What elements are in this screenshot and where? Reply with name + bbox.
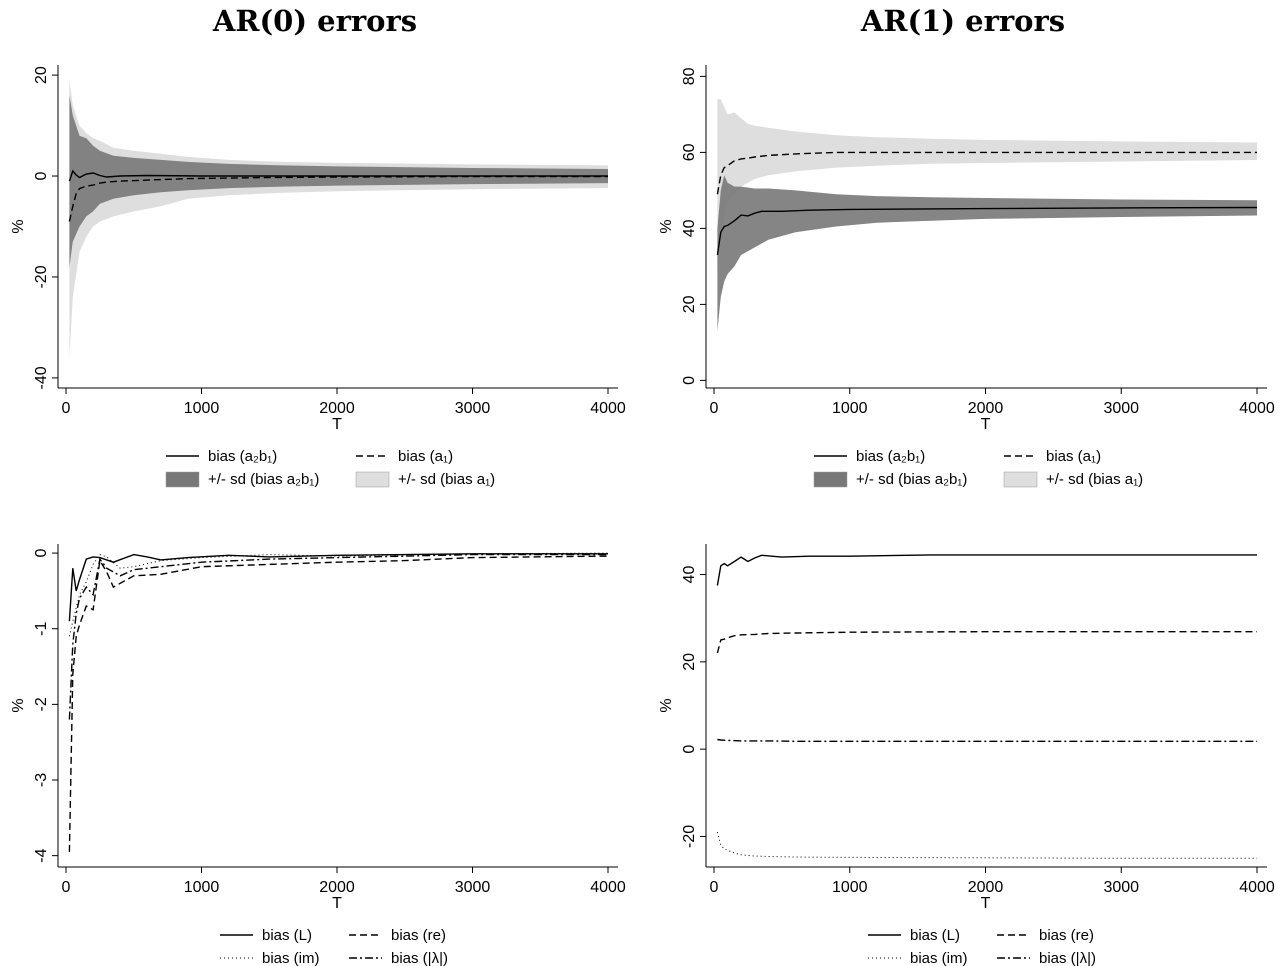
chart-panel-ar0_eigen: 0 1000 2000 3000 4000-4-3-2-10T%bias (L) bias…: [10, 544, 626, 966]
legend-label: bias (|λ|): [1039, 950, 1096, 966]
x-tick-label: 4000: [590, 879, 626, 896]
band-area-0: [717, 99, 1257, 274]
y-tick-label: -3: [33, 773, 50, 787]
legend-label: bias (L): [910, 927, 960, 944]
x-tick-label: 4000: [1239, 879, 1275, 896]
y-axis-title: %: [658, 698, 675, 712]
x-tick-label: 3000: [455, 879, 491, 896]
legend: bias (L) bias (re) bias (im) bias (|λ|): [868, 927, 1096, 966]
legend-label: bias (L): [262, 927, 312, 944]
x-tick-label: 1000: [184, 400, 220, 417]
legend-label: bias (a₁): [398, 448, 453, 465]
chart-title-ar1: AR(1) errors: [860, 4, 1066, 38]
x-tick-label: 3000: [1103, 400, 1139, 417]
legend-label: +/- sd (bias a₁): [398, 471, 495, 488]
legend: bias (a₂b₁) bias (a₁) +/- sd (bias a₂b₁) +/…: [813, 448, 1143, 488]
legend-label: bias (im): [910, 950, 968, 966]
y-tick-label: 20: [33, 66, 50, 84]
legend-label: bias (|λ|): [391, 950, 448, 966]
series-line-2: [68, 552, 609, 637]
y-tick-label: 0: [33, 171, 50, 180]
y-tick-label: 20: [681, 653, 698, 671]
y-tick-label: -40: [33, 366, 50, 389]
y-tick-label: -4: [33, 848, 50, 862]
y-tick-label: 60: [681, 143, 698, 161]
y-axis-title: %: [658, 219, 675, 233]
x-tick-label: 0: [62, 400, 71, 417]
legend-label: bias (re): [1039, 927, 1094, 944]
y-tick-label: 0: [681, 745, 698, 754]
series-line-1: [716, 631, 1257, 654]
y-tick-label: -2: [33, 697, 50, 711]
legend: bias (L) bias (re) bias (im) bias (|λ|): [220, 927, 448, 966]
series-line-0: [716, 554, 1257, 586]
y-tick-label: 80: [681, 67, 698, 85]
x-tick-label: 3000: [455, 400, 491, 417]
series-line-0: [68, 169, 608, 182]
y-tick-label: 0: [33, 549, 50, 558]
legend-swatch: [1003, 471, 1038, 488]
x-tick-label: 0: [710, 400, 719, 417]
series-line-2: [716, 831, 1257, 859]
y-tick-label: 40: [681, 219, 698, 237]
band-area-1: [717, 175, 1257, 331]
x-tick-label: 1000: [832, 400, 868, 417]
series-line-1: [716, 151, 1257, 195]
series-line-3: [68, 553, 608, 720]
y-tick-label: 20: [681, 295, 698, 313]
legend-label: bias (a₂b₁): [208, 448, 277, 465]
chart-title-ar0: AR(0) errors: [212, 4, 418, 38]
x-tick-label: 2000: [319, 400, 355, 417]
x-tick-label: 2000: [968, 879, 1004, 896]
legend-label: +/- sd (bias a₂b₁): [856, 471, 967, 488]
y-tick-label: 40: [681, 566, 698, 584]
y-tick-label: -20: [33, 265, 50, 288]
x-axis-title: T: [981, 895, 991, 912]
x-tick-label: 1000: [832, 879, 868, 896]
x-tick-label: 0: [62, 879, 71, 896]
series-line-1: [68, 555, 609, 852]
x-tick-label: 2000: [968, 400, 1004, 417]
band-area-0: [69, 80, 608, 358]
x-tick-label: 2000: [319, 879, 355, 896]
legend-label: +/- sd (bias a₂b₁): [208, 471, 319, 488]
band-area-1: [69, 95, 608, 267]
legend: bias (a₂b₁) bias (a₁) +/- sd (bias a₂b₁) +/…: [165, 448, 495, 488]
x-axis-title: T: [981, 416, 991, 433]
y-axis-title: %: [10, 698, 27, 712]
x-tick-label: 1000: [184, 879, 220, 896]
x-axis-title: T: [332, 895, 342, 912]
series-line-0: [716, 206, 1258, 256]
series-line-3: [717, 738, 1257, 742]
x-tick-label: 3000: [1103, 879, 1139, 896]
legend-label: bias (im): [262, 950, 320, 966]
y-axis-title: %: [10, 219, 27, 233]
series-line-1: [68, 175, 608, 222]
legend-label: bias (re): [391, 927, 446, 944]
x-tick-label: 4000: [590, 400, 626, 417]
y-tick-label: -1: [33, 622, 50, 636]
legend-label: +/- sd (bias a₁): [1046, 471, 1143, 488]
y-tick-label: -20: [681, 825, 698, 848]
y-tick-label: 0: [681, 376, 698, 385]
legend-label: bias (a₁): [1046, 448, 1101, 465]
x-axis-title: T: [332, 416, 342, 433]
x-tick-label: 0: [710, 879, 719, 896]
x-tick-label: 4000: [1239, 400, 1275, 417]
legend-swatch: [813, 471, 848, 488]
legend-swatch: [355, 471, 390, 488]
legend-label: bias (a₂b₁): [856, 448, 925, 465]
legend-swatch: [165, 471, 200, 488]
series-line-0: [68, 553, 608, 622]
